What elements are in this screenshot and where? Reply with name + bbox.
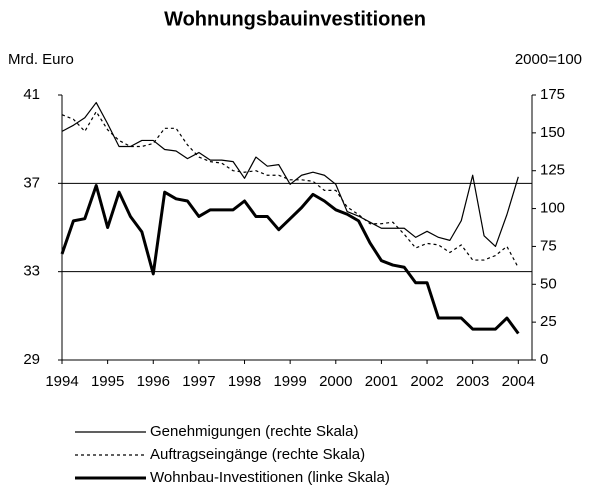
legend-label: Wohnbau-Investitionen (linke Skala) [150,469,390,486]
series-line [60,184,520,335]
y-tick-label: 33 [23,263,40,280]
y-tick-label: 41 [23,86,40,103]
y2-tick-label: 50 [540,275,557,292]
y2-tick-label: 125 [540,162,565,179]
x-tick-label: 1998 [228,373,261,390]
y2-tick-label: 175 [540,86,565,103]
chart-title: Wohnungsbauinvestitionen [164,8,426,30]
y2-tick-label: 75 [540,237,557,254]
y-axis-label: Mrd. Euro [8,51,74,68]
x-tick-label: 1995 [91,373,124,390]
x-tick-label: 1999 [273,373,306,390]
x-tick-label: 2004 [502,373,535,390]
y2-tick-label: 25 [540,313,557,330]
y2-tick-label: 0 [540,351,548,368]
x-tick-label: 2003 [456,373,489,390]
y2-axis-label: 2000=100 [515,51,582,68]
x-tick-label: 2000 [319,373,352,390]
y-tick-label: 37 [23,174,40,191]
series-line [61,111,519,268]
x-tick-label: 1997 [182,373,215,390]
y-tick-label: 29 [23,351,40,368]
legend-label: Auftragseingänge (rechte Skala) [150,446,365,463]
x-tick-label: 2002 [410,373,443,390]
x-tick-label: 2001 [365,373,398,390]
y2-tick-label: 150 [540,124,565,141]
x-tick-label: 1996 [137,373,170,390]
legend-label: Genehmigungen (rechte Skala) [150,423,358,440]
y2-tick-label: 100 [540,200,565,217]
x-tick-label: 1994 [45,373,78,390]
series-line [61,101,519,248]
